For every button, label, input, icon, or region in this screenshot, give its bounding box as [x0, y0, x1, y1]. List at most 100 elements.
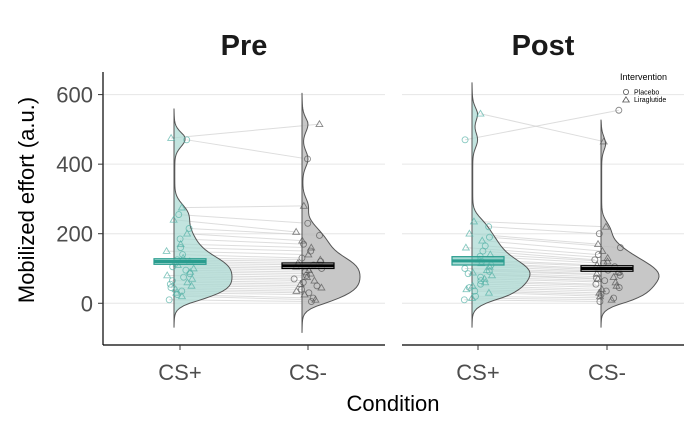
point-post-csplus-9: [479, 247, 487, 255]
x-tick-label-pre-csminus: CS-: [289, 360, 327, 385]
point-post-csplus-2: [469, 217, 479, 225]
point-post-csminus-6: [598, 246, 607, 254]
point-pre-csminus-4: [291, 227, 301, 235]
point-post-csminus-20: [609, 272, 618, 281]
point-pre-csplus-0: [166, 133, 176, 141]
point-post-csminus-29: [602, 287, 610, 295]
x-tick-label-pre-csplus: CS+: [158, 360, 201, 385]
point-pre-csplus-27: [166, 280, 174, 288]
point-pre-csplus-24: [187, 274, 197, 282]
point-post-csplus-22: [487, 271, 497, 279]
x-tick-label-post-csplus: CS+: [456, 360, 499, 385]
axes: 0 200 400 600: [56, 72, 684, 350]
subject-line-post-1: [464, 109, 619, 141]
point-pre-csminus-22: [302, 272, 312, 281]
point-post-csplus-19: [485, 267, 493, 275]
violin-pre-csminus: [301, 92, 361, 333]
y-axis-title: Mobilized effort (a.u.): [14, 97, 39, 303]
point-post-csminus-9: [591, 256, 599, 264]
point-pre-csminus-10: [304, 250, 313, 258]
point-post-csminus-5: [616, 244, 624, 252]
point-pre-csplus-25: [168, 277, 176, 285]
point-pre-csminus-35: [307, 298, 315, 305]
point-pre-csminus-8: [307, 243, 316, 251]
point-pre-csminus-3: [304, 219, 312, 227]
point-pre-csplus-22: [163, 271, 172, 279]
point-pre-csplus-35: [165, 296, 173, 304]
point-post-csplus-8: [461, 243, 471, 251]
y-tick-label-200: 200: [56, 222, 93, 247]
point-pre-csminus-30: [292, 286, 301, 294]
point-post-csplus-4: [465, 229, 474, 237]
legend-label-liraglutide: Liraglutide: [634, 97, 666, 104]
point-post-csminus-25: [592, 280, 600, 288]
point-pre-csplus-34: [177, 292, 187, 300]
point-post-csplus-26: [480, 278, 490, 286]
point-post-csplus-1: [461, 136, 469, 144]
violin-post-csplus: [471, 82, 531, 328]
legend-label-placebo: Placebo: [634, 90, 659, 97]
point-post-csplus-21: [464, 270, 472, 278]
point-post-csminus-3: [595, 230, 603, 238]
point-post-csminus-30: [595, 288, 604, 296]
point-pre-csminus-2: [299, 201, 309, 209]
point-pre-csplus-2: [177, 203, 186, 211]
point-post-csminus-8: [603, 253, 612, 261]
point-post-csminus-19: [616, 271, 624, 279]
subject-line-pre-1: [186, 139, 308, 160]
point-pre-csminus-1: [304, 155, 311, 163]
point-pre-csplus-5: [185, 225, 193, 232]
subject-line-pre-4: [173, 219, 297, 233]
point-post-csplus-6: [477, 236, 487, 244]
point-pre-csminus-29: [298, 285, 305, 293]
legend-liraglutide-triangle-icon: [621, 96, 631, 103]
point-post-csminus-2: [601, 222, 611, 230]
subject-line-post-6: [482, 240, 603, 252]
point-post-csminus-7: [594, 251, 602, 259]
point-pre-csminus-9: [307, 247, 315, 255]
subject-line-pre-0: [171, 123, 320, 139]
point-pre-csplus-4: [169, 215, 178, 223]
subject-line-pre-2: [181, 205, 304, 209]
point-post-csminus-31: [597, 291, 605, 299]
point-pre-csplus-21: [186, 270, 194, 278]
y-tick-label-400: 400: [56, 152, 93, 177]
x-tick-label-post-csminus: CS-: [588, 360, 626, 385]
point-post-csplus-30: [462, 285, 471, 293]
x-axis-title: Condition: [347, 391, 440, 416]
subject-line-pre-3: [178, 214, 308, 224]
point-pre-csplus-11: [179, 251, 187, 259]
point-pre-csplus-23: [180, 273, 188, 281]
grid-lines: [103, 94, 684, 304]
violins: [173, 82, 660, 333]
panel-title-pre: Pre: [221, 30, 268, 62]
point-pre-csplus-18: [189, 264, 198, 272]
point-pre-csplus-6: [182, 229, 192, 237]
point-post-csminus-4: [593, 239, 603, 247]
subject-line-pre-7: [180, 238, 304, 245]
point-post-csminus-23: [601, 277, 609, 285]
point-pre-csminus-5: [316, 232, 323, 239]
point-pre-csminus-24: [310, 276, 319, 284]
point-pre-csminus-0: [315, 119, 324, 127]
subject-line-post-5: [489, 236, 621, 249]
summary-bars: [153, 256, 634, 272]
point-post-csplus-31: [471, 287, 479, 295]
violin-post-csminus: [600, 119, 660, 328]
subject-line-post-7: [485, 245, 599, 256]
point-pre-csminus-7: [300, 240, 308, 248]
violin-pre-csplus: [173, 108, 233, 328]
subject-lines: [166, 109, 621, 303]
subject-line-post-3: [488, 226, 600, 235]
legend-placebo-circle-icon: [623, 89, 630, 96]
point-pre-csminus-21: [303, 271, 310, 279]
point-post-csplus-27: [477, 280, 485, 288]
point-post-csminus-0: [599, 137, 608, 145]
point-pre-csplus-8: [176, 239, 185, 247]
subject-line-pre-6: [187, 233, 303, 242]
point-pre-csminus-23: [290, 275, 298, 283]
point-post-csplus-0: [476, 109, 485, 117]
y-tick-label-600: 600: [56, 83, 93, 108]
point-pre-csminus-28: [317, 283, 326, 291]
point-pre-csplus-33: [173, 291, 181, 299]
